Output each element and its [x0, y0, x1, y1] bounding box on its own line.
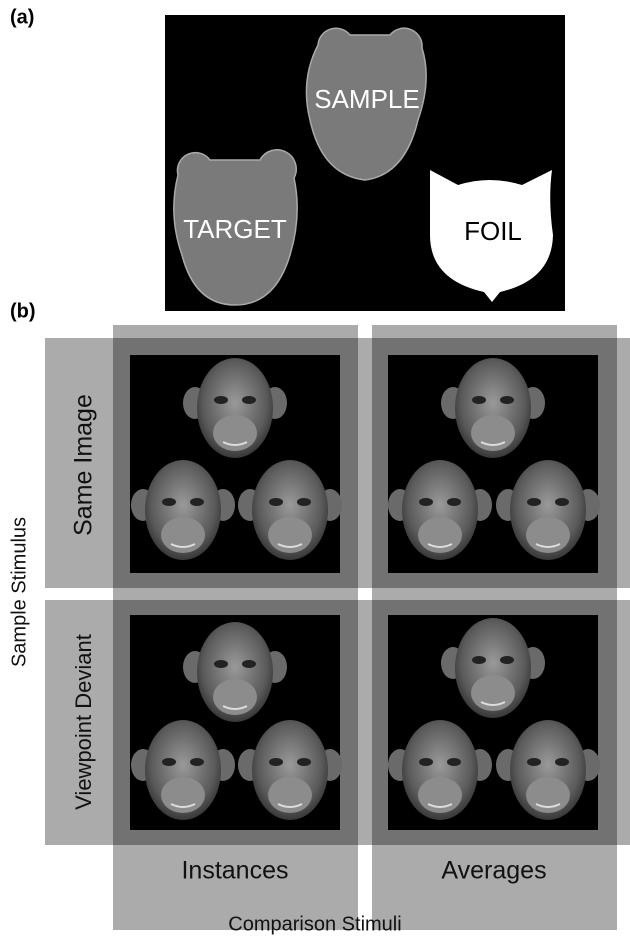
foil-label: FOIL: [464, 216, 522, 246]
row-label: Same Image: [70, 394, 98, 536]
target-label: TARGET: [183, 214, 287, 244]
column-label: Instances: [181, 857, 288, 885]
panel-label: (a): [10, 6, 34, 28]
sample-label: SAMPLE: [314, 84, 420, 114]
column-label: Averages: [441, 857, 546, 885]
column-axis-label: Comparison Stimuli: [228, 913, 401, 935]
page: {"panel_a": {"label": "(a)", "sample": "…: [0, 0, 630, 944]
figure: (a) SAMPLE TARGET FOIL (b) Same Image: [0, 0, 630, 944]
row-label: Viewpoint Deviant: [71, 634, 96, 810]
panel-label: (b): [10, 300, 36, 322]
row-axis-label: Sample Stimulus: [8, 517, 30, 667]
